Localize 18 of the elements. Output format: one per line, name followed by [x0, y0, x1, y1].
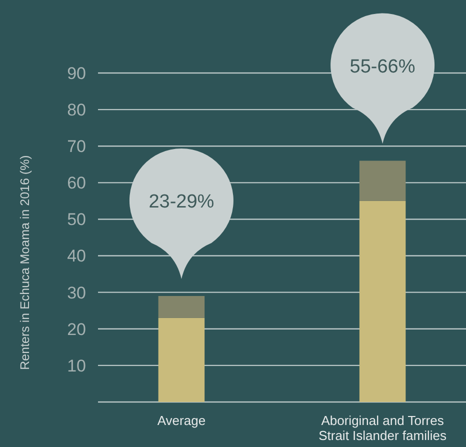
y-tick-label: 10: [67, 356, 86, 376]
x-tick-label: Aboriginal and Torres Strait Islander families: [318, 413, 447, 443]
y-tick-label: 50: [67, 210, 86, 230]
y-tick-label: 90: [67, 64, 86, 83]
y-tick-label: 80: [67, 100, 86, 120]
y-axis-title: Renters in Echuca Moama in 2016 (%): [18, 155, 32, 370]
bar: [359, 160, 406, 201]
bar: [158, 296, 205, 318]
y-tick-label: 20: [67, 320, 86, 339]
annotation: 23-29%: [148, 192, 214, 213]
bar: [158, 318, 205, 402]
y-tick-label: 60: [67, 174, 86, 193]
y-tick-label: 70: [67, 137, 86, 156]
y-tick-label: 30: [67, 283, 86, 302]
annotation: 55-66%: [350, 56, 416, 78]
y-tick-label: 40: [67, 246, 86, 266]
x-tick-label: Average: [157, 413, 206, 428]
bar: [359, 200, 406, 402]
